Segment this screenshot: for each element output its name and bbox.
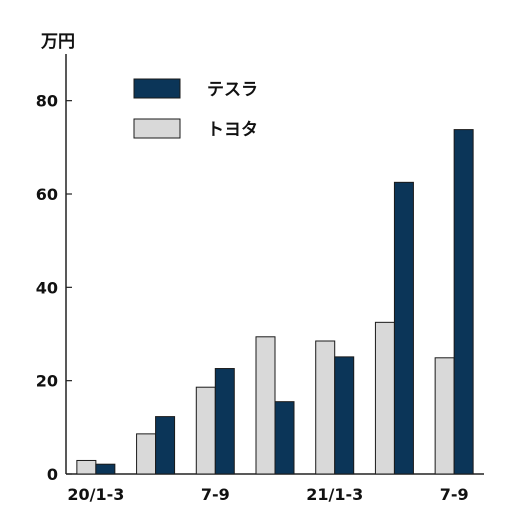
legend-swatch [133,78,181,99]
y-axis-unit-label: 万円 [40,32,75,52]
bar-toyota [434,357,455,475]
bar-toyota [76,459,97,475]
x-tick-label: 21/1-3 [306,485,363,504]
y-tick-label: 60 [36,185,58,204]
bar-tesla [453,129,474,475]
bar-toyota [255,336,276,475]
bar-toyota [195,386,216,475]
bar-toyota [374,321,395,475]
bar-tesla [274,401,295,475]
y-tick-label: 0 [47,465,58,484]
bar-tesla [214,368,235,475]
y-tick-label: 20 [36,372,58,391]
x-tick-label: 20/1-3 [67,485,124,504]
bar-toyota [136,433,157,475]
bar-tesla [393,181,414,475]
bar-toyota [315,340,336,475]
legend-label: トヨタ [207,120,258,140]
legend-swatch [133,118,181,139]
bar-tesla [95,463,116,475]
bar-tesla [334,356,355,475]
legend-label: テスラ [207,80,258,100]
bar-tesla [155,416,176,475]
x-tick-label: 7-9 [440,485,469,504]
bars [76,129,474,475]
tick-labels: 0 20 40 60 80 20/1-3 7-9 21/1-3 7-9 [36,92,469,504]
x-tick-label: 7-9 [201,485,230,504]
y-tick-label: 80 [36,92,58,111]
y-tick-label: 40 [36,278,58,297]
